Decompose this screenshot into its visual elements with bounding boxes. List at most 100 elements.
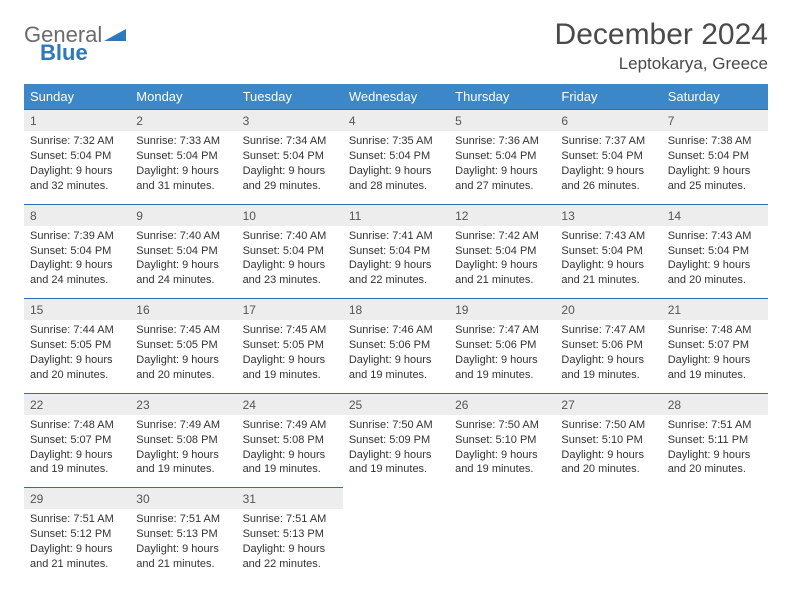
day-number: 31 [237, 487, 343, 509]
sunset-line: Sunset: 5:04 PM [561, 244, 655, 259]
sunset-line: Sunset: 5:11 PM [668, 433, 762, 448]
sunset-line: Sunset: 5:04 PM [349, 244, 443, 259]
calendar-row: 8Sunrise: 7:39 AMSunset: 5:04 PMDaylight… [24, 204, 768, 299]
day-body: Sunrise: 7:51 AMSunset: 5:13 PMDaylight:… [237, 509, 343, 581]
weekday-header: Tuesday [237, 84, 343, 109]
sunrise-line: Sunrise: 7:35 AM [349, 134, 443, 149]
daylight-line: Daylight: 9 hours and 29 minutes. [243, 164, 337, 194]
sunset-line: Sunset: 5:08 PM [243, 433, 337, 448]
daylight-line: Daylight: 9 hours and 21 minutes. [30, 542, 124, 572]
sunset-line: Sunset: 5:05 PM [243, 338, 337, 353]
day-number: 30 [130, 487, 236, 509]
calendar-row: 15Sunrise: 7:44 AMSunset: 5:05 PMDayligh… [24, 298, 768, 393]
weekday-header: Sunday [24, 84, 130, 109]
daylight-line: Daylight: 9 hours and 19 minutes. [136, 448, 230, 478]
weekday-header: Thursday [449, 84, 555, 109]
day-number: 19 [449, 298, 555, 320]
day-cell: 3Sunrise: 7:34 AMSunset: 5:04 PMDaylight… [237, 109, 343, 204]
day-number: 29 [24, 487, 130, 509]
day-cell: 1Sunrise: 7:32 AMSunset: 5:04 PMDaylight… [24, 109, 130, 204]
day-body: Sunrise: 7:36 AMSunset: 5:04 PMDaylight:… [449, 131, 555, 203]
sunset-line: Sunset: 5:04 PM [561, 149, 655, 164]
daylight-line: Daylight: 9 hours and 20 minutes. [668, 258, 762, 288]
daylight-line: Daylight: 9 hours and 19 minutes. [243, 353, 337, 383]
title-block: December 2024 Leptokarya, Greece [555, 18, 768, 74]
sunset-line: Sunset: 5:13 PM [243, 527, 337, 542]
day-number: 25 [343, 393, 449, 415]
sunrise-line: Sunrise: 7:46 AM [349, 323, 443, 338]
day-cell: 25Sunrise: 7:50 AMSunset: 5:09 PMDayligh… [343, 393, 449, 488]
day-body: Sunrise: 7:44 AMSunset: 5:05 PMDaylight:… [24, 320, 130, 392]
daylight-line: Daylight: 9 hours and 31 minutes. [136, 164, 230, 194]
day-number: 1 [24, 109, 130, 131]
day-cell: 6Sunrise: 7:37 AMSunset: 5:04 PMDaylight… [555, 109, 661, 204]
sunset-line: Sunset: 5:06 PM [349, 338, 443, 353]
sunset-line: Sunset: 5:05 PM [30, 338, 124, 353]
sunrise-line: Sunrise: 7:47 AM [455, 323, 549, 338]
day-cell: 17Sunrise: 7:45 AMSunset: 5:05 PMDayligh… [237, 298, 343, 393]
day-body: Sunrise: 7:51 AMSunset: 5:12 PMDaylight:… [24, 509, 130, 581]
weekday-header-row: SundayMondayTuesdayWednesdayThursdayFrid… [24, 84, 768, 109]
day-number: 22 [24, 393, 130, 415]
day-cell: 21Sunrise: 7:48 AMSunset: 5:07 PMDayligh… [662, 298, 768, 393]
sunrise-line: Sunrise: 7:49 AM [136, 418, 230, 433]
sunset-line: Sunset: 5:04 PM [455, 149, 549, 164]
sunrise-line: Sunrise: 7:48 AM [668, 323, 762, 338]
day-cell: 4Sunrise: 7:35 AMSunset: 5:04 PMDaylight… [343, 109, 449, 204]
day-number: 27 [555, 393, 661, 415]
sunset-line: Sunset: 5:08 PM [136, 433, 230, 448]
sunrise-line: Sunrise: 7:37 AM [561, 134, 655, 149]
day-cell: 9Sunrise: 7:40 AMSunset: 5:04 PMDaylight… [130, 204, 236, 299]
day-cell: 20Sunrise: 7:47 AMSunset: 5:06 PMDayligh… [555, 298, 661, 393]
location-label: Leptokarya, Greece [555, 54, 768, 74]
sunset-line: Sunset: 5:07 PM [668, 338, 762, 353]
day-cell: 16Sunrise: 7:45 AMSunset: 5:05 PMDayligh… [130, 298, 236, 393]
day-body: Sunrise: 7:47 AMSunset: 5:06 PMDaylight:… [449, 320, 555, 392]
day-body: Sunrise: 7:51 AMSunset: 5:11 PMDaylight:… [662, 415, 768, 487]
day-number: 6 [555, 109, 661, 131]
day-body: Sunrise: 7:41 AMSunset: 5:04 PMDaylight:… [343, 226, 449, 298]
day-number: 5 [449, 109, 555, 131]
sunrise-line: Sunrise: 7:42 AM [455, 229, 549, 244]
sunrise-line: Sunrise: 7:40 AM [136, 229, 230, 244]
day-number: 9 [130, 204, 236, 226]
sunset-line: Sunset: 5:04 PM [243, 244, 337, 259]
sunrise-line: Sunrise: 7:43 AM [668, 229, 762, 244]
daylight-line: Daylight: 9 hours and 19 minutes. [349, 353, 443, 383]
daylight-line: Daylight: 9 hours and 22 minutes. [243, 542, 337, 572]
sunrise-line: Sunrise: 7:38 AM [668, 134, 762, 149]
calendar-row: 1Sunrise: 7:32 AMSunset: 5:04 PMDaylight… [24, 109, 768, 204]
sunset-line: Sunset: 5:04 PM [668, 149, 762, 164]
daylight-line: Daylight: 9 hours and 32 minutes. [30, 164, 124, 194]
day-body: Sunrise: 7:43 AMSunset: 5:04 PMDaylight:… [662, 226, 768, 298]
day-cell: .. [662, 487, 768, 582]
sunrise-line: Sunrise: 7:51 AM [243, 512, 337, 527]
day-cell: 12Sunrise: 7:42 AMSunset: 5:04 PMDayligh… [449, 204, 555, 299]
daylight-line: Daylight: 9 hours and 19 minutes. [455, 448, 549, 478]
day-number: 12 [449, 204, 555, 226]
sunset-line: Sunset: 5:04 PM [668, 244, 762, 259]
calendar-table: SundayMondayTuesdayWednesdayThursdayFrid… [24, 84, 768, 582]
day-number: 2 [130, 109, 236, 131]
sunrise-line: Sunrise: 7:45 AM [136, 323, 230, 338]
day-cell: 31Sunrise: 7:51 AMSunset: 5:13 PMDayligh… [237, 487, 343, 582]
day-cell: 13Sunrise: 7:43 AMSunset: 5:04 PMDayligh… [555, 204, 661, 299]
day-number: 16 [130, 298, 236, 320]
day-cell: 15Sunrise: 7:44 AMSunset: 5:05 PMDayligh… [24, 298, 130, 393]
day-body: Sunrise: 7:48 AMSunset: 5:07 PMDaylight:… [24, 415, 130, 487]
day-number: 15 [24, 298, 130, 320]
day-body: Sunrise: 7:35 AMSunset: 5:04 PMDaylight:… [343, 131, 449, 203]
day-cell: 8Sunrise: 7:39 AMSunset: 5:04 PMDaylight… [24, 204, 130, 299]
day-body: Sunrise: 7:42 AMSunset: 5:04 PMDaylight:… [449, 226, 555, 298]
day-body: Sunrise: 7:48 AMSunset: 5:07 PMDaylight:… [662, 320, 768, 392]
sunset-line: Sunset: 5:10 PM [561, 433, 655, 448]
daylight-line: Daylight: 9 hours and 20 minutes. [30, 353, 124, 383]
daylight-line: Daylight: 9 hours and 19 minutes. [455, 353, 549, 383]
daylight-line: Daylight: 9 hours and 25 minutes. [668, 164, 762, 194]
sunrise-line: Sunrise: 7:33 AM [136, 134, 230, 149]
day-cell: .. [555, 487, 661, 582]
weekday-header: Monday [130, 84, 236, 109]
day-cell: 18Sunrise: 7:46 AMSunset: 5:06 PMDayligh… [343, 298, 449, 393]
day-body: Sunrise: 7:46 AMSunset: 5:06 PMDaylight:… [343, 320, 449, 392]
day-body: Sunrise: 7:50 AMSunset: 5:10 PMDaylight:… [555, 415, 661, 487]
